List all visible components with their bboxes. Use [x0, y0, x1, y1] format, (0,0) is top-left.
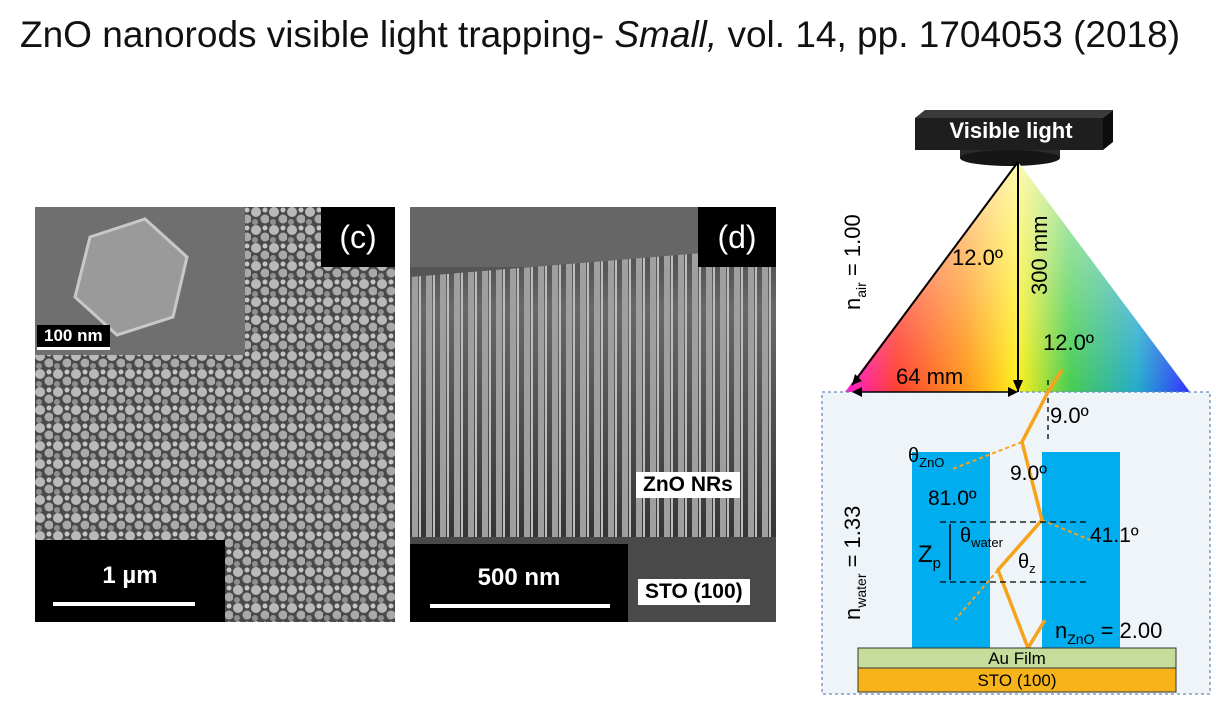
scale-bar-c-line — [53, 602, 195, 606]
panel-d-label: (d) — [698, 207, 776, 267]
cone-angle-label: 12.0º — [952, 245, 1003, 270]
zno-rod-left — [912, 452, 990, 648]
width-label: 64 mm — [896, 364, 963, 389]
n-zno-label: nZnO = 2.00 — [1055, 618, 1162, 647]
theta-zno-label: θZnO — [908, 445, 944, 470]
scale-bar-c: 1 µm — [35, 540, 225, 622]
sto-layer-label: STO (100) — [977, 671, 1056, 690]
scale-bar-d: 500 nm — [410, 544, 628, 622]
panel-d-sem-cross-section: (d) ZnO NRs STO (100) 500 nm — [410, 207, 776, 622]
inset-scale-label: 100 nm — [37, 325, 110, 350]
lamp-icon — [915, 110, 1113, 166]
au-film-label: Au Film — [988, 649, 1046, 668]
title-rest: vol. 14, pp. 1704053 (2018) — [717, 14, 1181, 55]
figure-title: ZnO nanorods visible light trapping- Sma… — [20, 14, 1180, 56]
water-region — [821, 391, 1211, 695]
lamp-label: Visible light — [949, 118, 1073, 143]
zno-rod-right — [1042, 452, 1120, 648]
hexagon-nanorod — [73, 217, 189, 337]
height-label: 300 mm — [1027, 216, 1052, 295]
n-air-label: nair = 1.00 — [840, 214, 869, 310]
refract-angle-label: 9.0º — [1050, 403, 1089, 428]
panel-c-sem-top-view: (c) 100 nm 1 µm — [35, 207, 395, 622]
scale-bar-d-line — [430, 604, 610, 608]
title-main: ZnO nanorods visible light trapping- — [20, 14, 615, 55]
panel-c-label: (c) — [321, 207, 395, 267]
angle-9-inner-label: 9.0º — [1010, 462, 1047, 485]
angle-81-label: 81.0º — [928, 487, 977, 510]
title-journal: Small, — [614, 14, 718, 55]
scale-bar-d-label: 500 nm — [477, 564, 561, 591]
light-trapping-schematic: Visible light nair = 1.00 12.0º 300 mm 6… — [821, 110, 1211, 695]
sto-layer — [857, 667, 1177, 693]
theta-water-label: θwater — [960, 525, 1004, 550]
n-water-label: nwater = 1.33 — [840, 506, 869, 620]
sto-tag: STO (100) — [638, 579, 750, 605]
theta-z-label: θz — [1018, 551, 1036, 576]
incident-angle-label: 12.0º — [1043, 330, 1094, 355]
zp-label: Zp — [918, 541, 941, 572]
zno-nrs-tag: ZnO NRs — [636, 472, 740, 498]
scale-bar-c-label: 1 µm — [102, 562, 158, 589]
angle-41-label: 41.1º — [1090, 524, 1139, 547]
